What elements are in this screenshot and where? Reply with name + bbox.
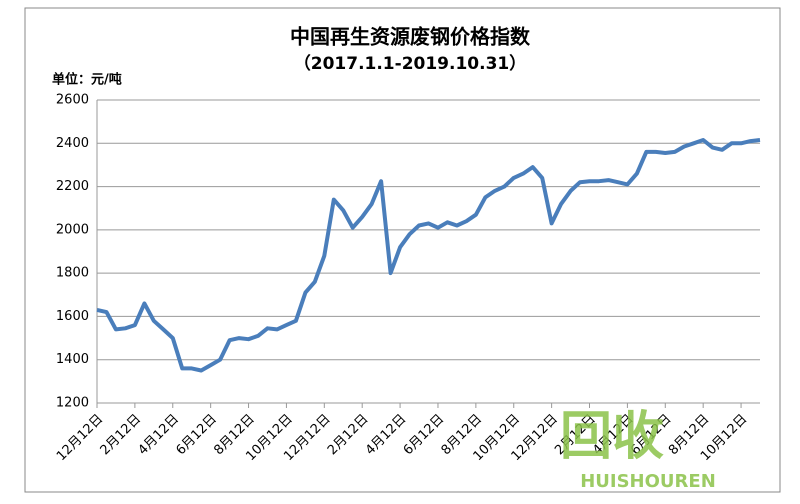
y-tick-label: 2600 — [56, 93, 89, 108]
y-tick-label: 1400 — [56, 352, 89, 367]
line-series — [96, 138, 761, 373]
watermark: HUISHOUREN — [580, 471, 716, 492]
y-tick-label: 1800 — [56, 266, 89, 281]
y-tick-label: 2400 — [56, 136, 89, 151]
y-tick-label: 2000 — [56, 222, 89, 237]
chart-subtitle: （2017.1.1-2019.10.31） — [294, 53, 527, 74]
y-tick-label: 2200 — [56, 179, 89, 194]
chart-border — [24, 7, 781, 493]
chart-title: 中国再生资源废钢价格指数 — [290, 25, 531, 49]
y-tick-label: 1200 — [56, 396, 89, 411]
y-tick-label: 1600 — [56, 309, 89, 324]
y-axis-label: 单位：元/吨 — [52, 72, 122, 88]
watermark: 回收 — [560, 407, 664, 467]
